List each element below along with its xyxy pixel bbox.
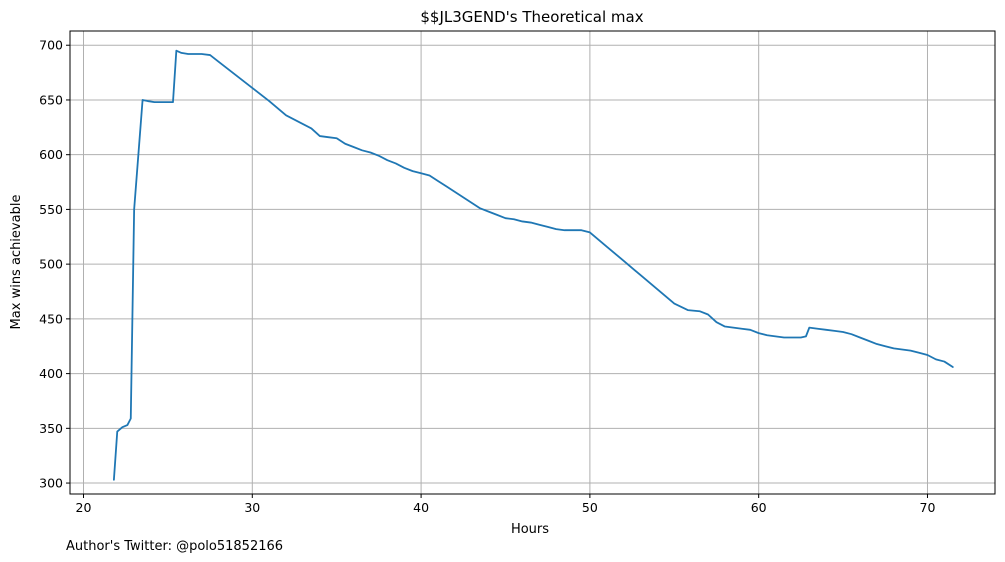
y-tick-label: 300 xyxy=(39,476,63,491)
y-tick-label: 400 xyxy=(39,366,63,381)
x-tick-label: 60 xyxy=(751,500,767,515)
x-tick-label: 30 xyxy=(244,500,260,515)
y-tick-label: 350 xyxy=(39,421,63,436)
series-layer xyxy=(112,49,954,481)
x-tick-label: 50 xyxy=(582,500,598,515)
plot-frame xyxy=(69,30,996,495)
y-tick-label: 500 xyxy=(39,257,63,272)
y-tick-label: 650 xyxy=(39,92,63,107)
x-tick-label: 20 xyxy=(76,500,92,515)
x-axis-label: Hours xyxy=(511,522,549,537)
x-tick-label: 40 xyxy=(413,500,429,515)
author-twitter-note: Author's Twitter: @polo51852166 xyxy=(66,539,283,554)
y-tick-label: 600 xyxy=(39,147,63,162)
y-tick-label: 550 xyxy=(39,202,63,217)
series-line xyxy=(112,49,954,481)
y-tick-label: 450 xyxy=(39,311,63,326)
y-axis-label: Max wins achievable xyxy=(9,195,24,330)
x-tick-label: 70 xyxy=(920,500,936,515)
grid-lines xyxy=(70,31,995,494)
ticks: 20 30 40 50 60 70 300 350 400 450 500 550 600 650 700 xyxy=(39,38,935,515)
chart-title: $$JL3GEND's Theoretical max xyxy=(420,8,643,26)
y-tick-label: 700 xyxy=(39,38,63,53)
